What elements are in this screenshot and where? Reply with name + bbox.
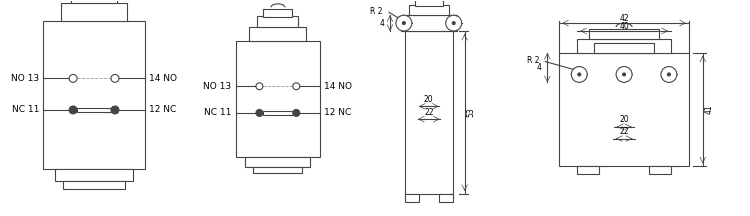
Text: 40: 40 — [620, 22, 629, 31]
Bar — [77, 108, 111, 113]
Circle shape — [622, 73, 626, 76]
Bar — [594, 43, 654, 53]
Circle shape — [292, 83, 300, 90]
Text: 12 NC: 12 NC — [324, 108, 352, 118]
Text: 4: 4 — [536, 63, 542, 72]
Bar — [578, 166, 599, 174]
Text: R 2: R 2 — [527, 56, 539, 65]
Bar — [263, 9, 292, 17]
Bar — [245, 157, 310, 167]
Bar — [250, 27, 306, 41]
Text: 22: 22 — [424, 108, 433, 117]
Bar — [578, 39, 671, 53]
Bar — [44, 21, 145, 169]
Circle shape — [616, 67, 632, 82]
Circle shape — [452, 22, 455, 25]
Bar — [263, 111, 292, 115]
Bar — [560, 53, 688, 166]
Circle shape — [668, 73, 670, 76]
Text: 42: 42 — [620, 14, 629, 23]
Text: 20: 20 — [424, 95, 433, 104]
Text: 53: 53 — [466, 108, 476, 117]
Bar — [257, 16, 298, 27]
Circle shape — [292, 110, 300, 116]
Circle shape — [111, 75, 119, 82]
Bar — [405, 194, 418, 202]
Text: NC 11: NC 11 — [12, 105, 39, 114]
Bar — [56, 169, 133, 181]
Text: 12 NC: 12 NC — [148, 105, 176, 114]
Bar — [439, 194, 453, 202]
Text: 14 NO: 14 NO — [324, 82, 352, 91]
Text: 4: 4 — [380, 19, 385, 28]
Circle shape — [446, 15, 462, 31]
Bar — [405, 31, 453, 194]
Circle shape — [661, 67, 677, 82]
Text: NO 13: NO 13 — [203, 82, 232, 91]
Text: NC 11: NC 11 — [204, 108, 232, 118]
Bar — [590, 29, 659, 39]
Bar — [62, 3, 127, 21]
Bar — [649, 166, 671, 174]
Circle shape — [578, 73, 580, 76]
Circle shape — [396, 15, 412, 31]
Bar — [409, 5, 448, 15]
Circle shape — [256, 83, 263, 90]
Bar — [71, 0, 117, 3]
Bar — [415, 0, 442, 6]
Circle shape — [69, 106, 77, 114]
Text: R 2: R 2 — [370, 7, 383, 16]
Text: 41: 41 — [704, 105, 713, 114]
Bar — [63, 181, 125, 189]
Bar — [401, 15, 457, 31]
Circle shape — [69, 75, 77, 82]
Circle shape — [111, 106, 119, 114]
Circle shape — [403, 22, 406, 25]
Text: 14 NO: 14 NO — [148, 74, 177, 83]
Bar — [236, 41, 320, 157]
Bar — [254, 167, 302, 173]
Text: NO 13: NO 13 — [11, 74, 39, 83]
Text: 22: 22 — [620, 127, 628, 136]
Text: 20: 20 — [620, 115, 629, 124]
Circle shape — [572, 67, 587, 82]
Circle shape — [256, 110, 263, 116]
